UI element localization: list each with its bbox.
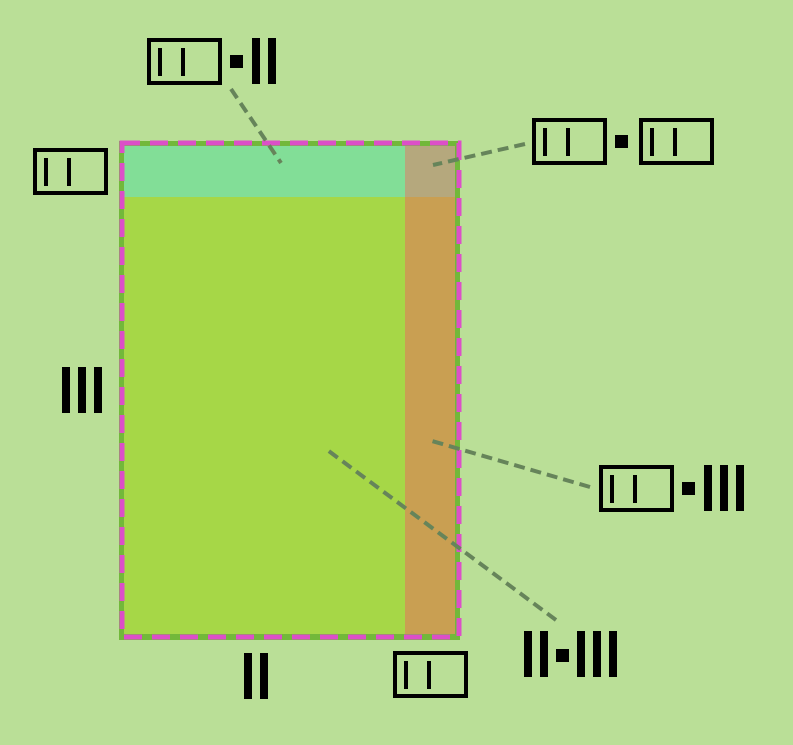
left-side-label — [62, 367, 102, 413]
main-region — [124, 146, 455, 634]
main-region-callout-label — [524, 631, 617, 677]
corner-callout-label — [532, 118, 714, 165]
top-left-corner-label — [33, 148, 108, 195]
right-strip — [405, 197, 455, 634]
leader-line — [432, 142, 526, 167]
leader-line — [431, 439, 591, 489]
leader-line — [324, 447, 558, 622]
top-strip — [124, 146, 405, 197]
right-strip-callout-label — [599, 465, 744, 512]
bottom-right-corner-label — [393, 651, 468, 698]
bottom-side-label — [244, 653, 268, 699]
dashed-border — [119, 140, 462, 640]
corner-region — [405, 146, 455, 197]
top-strip-callout-label — [147, 38, 276, 85]
leader-line — [229, 87, 283, 165]
